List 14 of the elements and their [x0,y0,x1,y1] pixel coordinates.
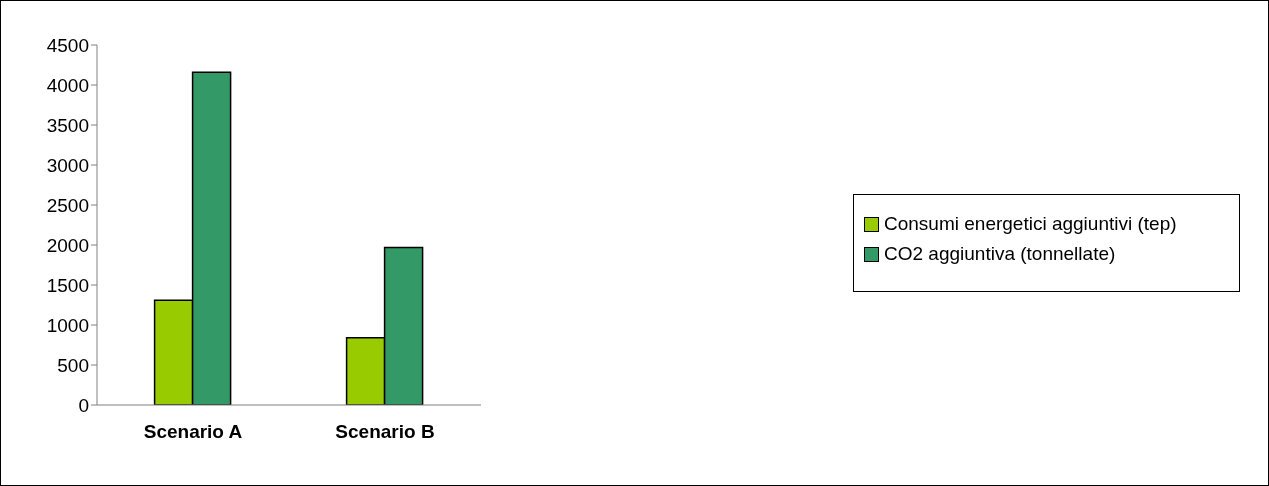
y-tick-label: 4000 [46,74,89,96]
y-tick-label: 3500 [46,114,89,136]
y-tick-label: 3000 [46,154,89,176]
y-tick-label: 1500 [46,274,89,296]
y-tick-label: 0 [78,394,89,416]
legend-label: CO2 aggiuntiva (tonnellate) [884,243,1116,265]
x-tick-label: Scenario A [143,421,243,443]
y-tick-label: 2000 [46,234,89,256]
y-tick-label: 1000 [46,314,89,336]
y-tick-label: 2500 [46,194,89,216]
x-tick-label: Scenario B [335,421,435,443]
y-tick-label: 4500 [46,34,89,56]
y-tick-label: 500 [57,354,89,376]
legend-label: Consumi energetici aggiuntivi (tep) [884,213,1177,235]
